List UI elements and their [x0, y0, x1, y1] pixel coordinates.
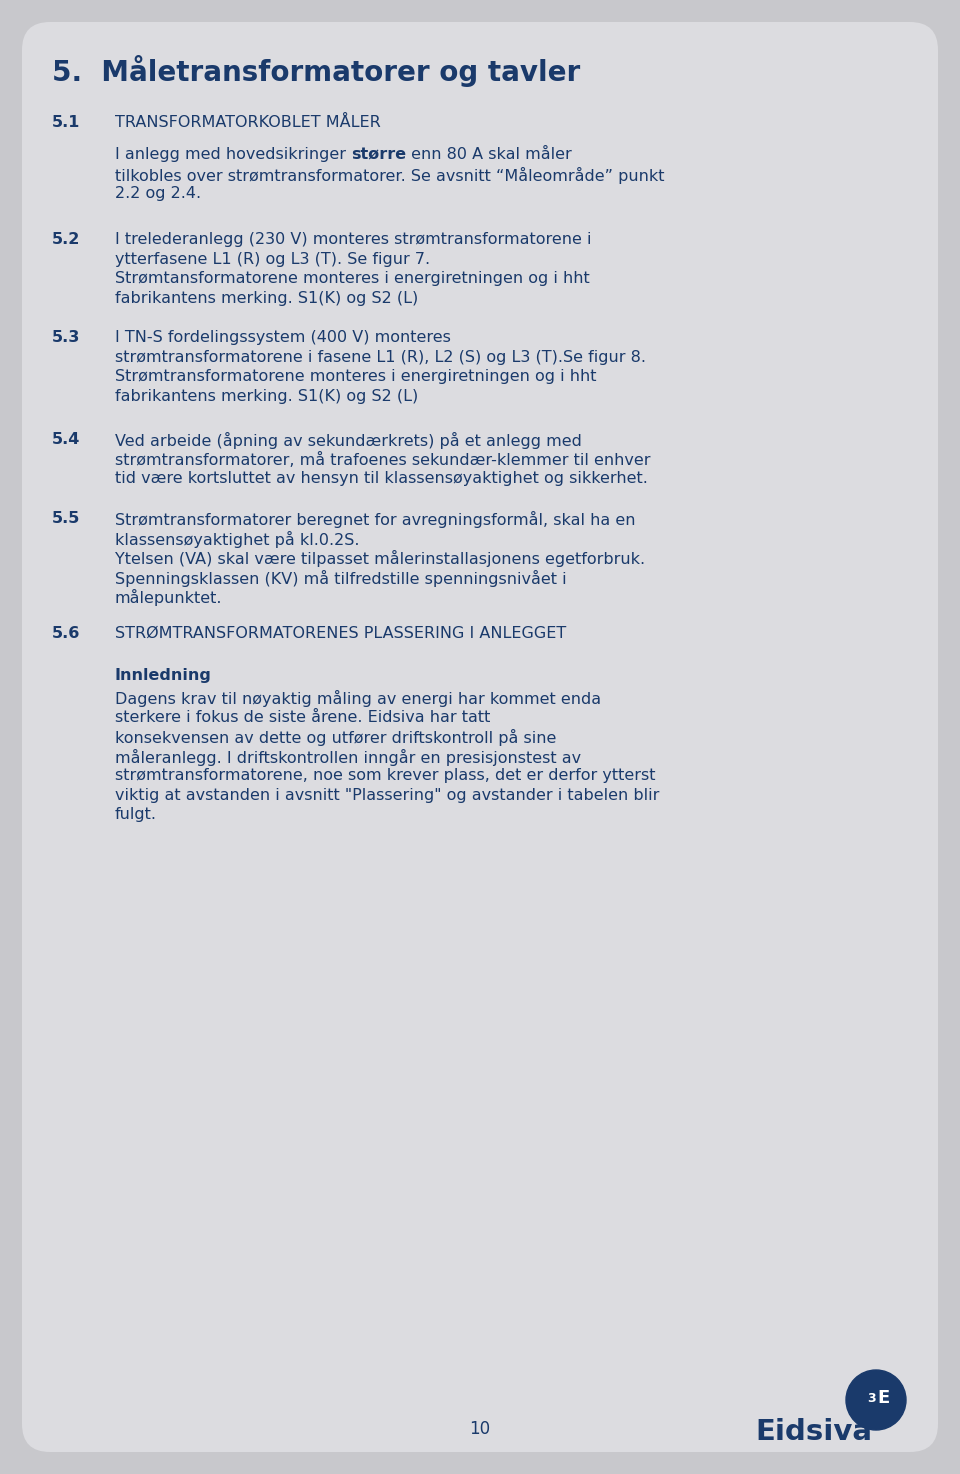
Text: tilkobles over strømtransformatorer. Se avsnitt “Måleområde” punkt: tilkobles over strømtransformatorer. Se … — [115, 167, 664, 184]
Text: måleranlegg. I driftskontrollen inngår en presisjonstest av: måleranlegg. I driftskontrollen inngår e… — [115, 749, 581, 765]
Text: ytterfasene L1 (R) og L3 (T). Se figur 7.: ytterfasene L1 (R) og L3 (T). Se figur 7… — [115, 252, 430, 267]
Text: tid være kortsluttet av hensyn til klassensøyaktighet og sikkerhet.: tid være kortsluttet av hensyn til klass… — [115, 472, 648, 486]
Text: Innledning: Innledning — [115, 668, 212, 682]
Text: I anlegg med hovedsikringer: I anlegg med hovedsikringer — [115, 147, 351, 162]
Text: klassensøyaktighet på kl.0.2S.: klassensøyaktighet på kl.0.2S. — [115, 531, 359, 547]
Text: 2.2 og 2.4.: 2.2 og 2.4. — [115, 186, 202, 200]
Text: Strømtansformatorene monteres i energiretningen og i hht: Strømtansformatorene monteres i energire… — [115, 271, 589, 286]
Text: Strømtransformatorer beregnet for avregningsformål, skal ha en: Strømtransformatorer beregnet for avregn… — [115, 511, 636, 528]
Text: fabrikantens merking. S1(K) og S2 (L): fabrikantens merking. S1(K) og S2 (L) — [115, 290, 419, 305]
Text: STRØMTRANSFORMATORENES PLASSERING I ANLEGGET: STRØMTRANSFORMATORENES PLASSERING I ANLE… — [115, 626, 566, 641]
Text: 5.3: 5.3 — [52, 330, 81, 345]
Text: 5.2: 5.2 — [52, 231, 81, 248]
Text: sterkere i fokus de siste årene. Eidsiva har tatt: sterkere i fokus de siste årene. Eidsiva… — [115, 709, 491, 725]
Text: Ved arbeide (åpning av sekundærkrets) på et anlegg med: Ved arbeide (åpning av sekundærkrets) på… — [115, 432, 582, 450]
Text: strømtransformatorene, noe som krever plass, det er derfor ytterst: strømtransformatorene, noe som krever pl… — [115, 768, 656, 783]
Text: 10: 10 — [469, 1419, 491, 1439]
Text: 5.4: 5.4 — [52, 432, 81, 447]
Text: Dagens krav til nøyaktig måling av energi har kommet enda: Dagens krav til nøyaktig måling av energ… — [115, 690, 601, 708]
Text: fulgt.: fulgt. — [115, 806, 157, 822]
Text: I trelederanlegg (230 V) monteres strømtransformatorene i: I trelederanlegg (230 V) monteres strømt… — [115, 231, 591, 248]
FancyBboxPatch shape — [22, 22, 938, 1452]
Text: strømtransformatorene i fasene L1 (R), L2 (S) og L3 (T).Se figur 8.: strømtransformatorene i fasene L1 (R), L… — [115, 349, 646, 364]
Text: Ytelsen (VA) skal være tilpasset målerinstallasjonens egetforbruk.: Ytelsen (VA) skal være tilpasset målerin… — [115, 550, 645, 567]
Text: 5.1: 5.1 — [52, 115, 81, 130]
Text: 3: 3 — [868, 1391, 876, 1405]
Text: målepunktet.: målepunktet. — [115, 590, 223, 606]
Text: strømtransformatorer, må trafoenes sekundær-klemmer til enhver: strømtransformatorer, må trafoenes sekun… — [115, 451, 651, 467]
Text: E: E — [877, 1389, 889, 1408]
Text: I TN-S fordelingssystem (400 V) monteres: I TN-S fordelingssystem (400 V) monteres — [115, 330, 451, 345]
Text: TRANSFORMATORKOBLET MÅLER: TRANSFORMATORKOBLET MÅLER — [115, 115, 381, 130]
Text: 5.6: 5.6 — [52, 626, 81, 641]
Text: 5.  Måletransformatorer og tavler: 5. Måletransformatorer og tavler — [52, 55, 580, 87]
Text: enn 80 A skal måler: enn 80 A skal måler — [406, 147, 572, 162]
Circle shape — [846, 1369, 906, 1430]
Text: Strømtransformatorene monteres i energiretningen og i hht: Strømtransformatorene monteres i energir… — [115, 368, 596, 385]
Text: konsekvensen av dette og utfører driftskontroll på sine: konsekvensen av dette og utfører driftsk… — [115, 730, 557, 746]
Text: større: større — [351, 147, 406, 162]
Text: viktig at avstanden i avsnitt "Plassering" og avstander i tabelen blir: viktig at avstanden i avsnitt "Plasserin… — [115, 787, 660, 802]
Text: fabrikantens merking. S1(K) og S2 (L): fabrikantens merking. S1(K) og S2 (L) — [115, 389, 419, 404]
Text: 5.5: 5.5 — [52, 511, 81, 526]
Text: Spenningsklassen (KV) må tilfredstille spenningsnivået i: Spenningsklassen (KV) må tilfredstille s… — [115, 569, 566, 587]
Text: Eidsiva: Eidsiva — [755, 1418, 872, 1446]
